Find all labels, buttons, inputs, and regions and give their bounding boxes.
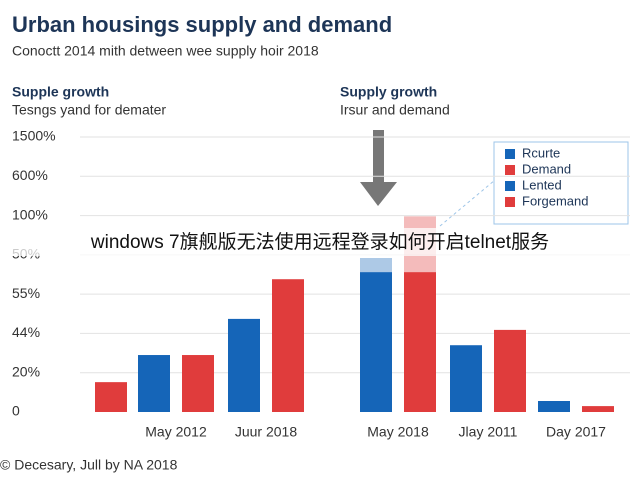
- bar: [582, 406, 614, 412]
- y-tick-label: 600%: [12, 167, 48, 183]
- legend-label: Rcurte: [522, 145, 560, 160]
- x-tick-label: Jlay 2011: [459, 424, 518, 440]
- legend-swatch: [505, 181, 515, 191]
- x-tick-label: Juur 2018: [235, 424, 297, 440]
- bar: [450, 345, 482, 412]
- y-tick-label: 20%: [12, 363, 40, 379]
- x-tick-label: Day 2017: [546, 424, 606, 440]
- annotation-heading: Supple growth: [12, 84, 109, 100]
- bar: [360, 272, 392, 412]
- bar: [182, 355, 214, 412]
- legend-label: Lented: [522, 177, 562, 192]
- bar: [404, 272, 436, 412]
- chart-title: Urban housings supply and demand: [12, 12, 392, 37]
- bar: [494, 329, 526, 412]
- annotation-text: Irsur and demand: [340, 102, 450, 118]
- connector: [439, 179, 496, 227]
- y-tick-label: 0: [12, 403, 20, 419]
- arrow: [360, 130, 397, 206]
- overlay-band: [0, 228, 640, 256]
- x-tick-label: May 2012: [145, 424, 207, 440]
- legend-swatch: [505, 165, 515, 175]
- y-tick-label: 44%: [12, 324, 40, 340]
- y-tick-label: 55%: [12, 285, 40, 301]
- bar: [272, 279, 304, 412]
- legend: [493, 141, 629, 225]
- legend-label: Forgemand: [522, 193, 588, 208]
- overlay-text: windows 7旗舰版无法使用远程登录如何开启telnet服务: [90, 231, 549, 253]
- annotation-heading: Supply growth: [340, 84, 437, 100]
- y-tick-label: 100%: [12, 206, 48, 222]
- x-tick-label: May 2018: [367, 424, 429, 440]
- legend-label: Demand: [522, 161, 571, 176]
- annotation-text: Tesngs yand for demater: [12, 102, 166, 118]
- chart-subtitle: Conoctt 2014 mith detween wee supply hoi…: [12, 43, 319, 59]
- bar: [228, 318, 260, 412]
- y-tick-label: 1500%: [12, 128, 56, 144]
- bar: [538, 401, 570, 412]
- bar: [360, 258, 392, 273]
- legend-swatch: [505, 149, 515, 159]
- legend-swatch: [505, 197, 515, 207]
- footer: © Decesary, Jull by NA 2018: [0, 457, 178, 473]
- bar: [95, 382, 127, 412]
- bar: [138, 355, 170, 412]
